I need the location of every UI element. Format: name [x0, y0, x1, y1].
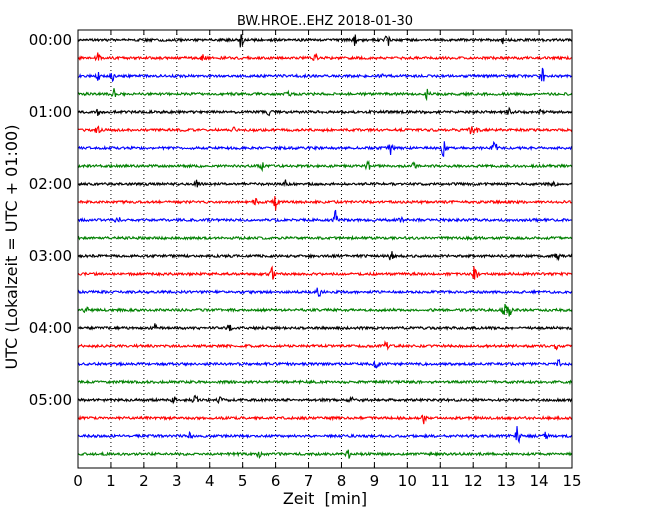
trace-0300 — [77, 251, 573, 262]
y-tick-label: 04:00 — [29, 319, 72, 337]
x-tick-label: 11 — [431, 472, 450, 490]
trace-0030 — [77, 67, 573, 83]
trace-0015 — [77, 52, 573, 62]
x-tick-label: 13 — [497, 472, 516, 490]
trace-0345 — [77, 303, 573, 317]
trace-0400 — [77, 323, 573, 332]
trace-0145 — [77, 159, 573, 173]
trace-0515 — [77, 414, 573, 425]
y-tick-label: 01:00 — [29, 103, 72, 121]
x-tick-label: 15 — [562, 472, 581, 490]
trace-0115 — [77, 125, 573, 135]
x-tick-label: 14 — [530, 472, 549, 490]
trace-0000 — [77, 34, 573, 48]
x-tick-label: 4 — [205, 472, 215, 490]
plot-area — [78, 30, 572, 468]
trace-0245 — [77, 234, 573, 242]
plot-frame — [77, 29, 573, 469]
x-tick-label: 1 — [106, 472, 116, 490]
y-tick-label: 05:00 — [29, 391, 72, 409]
x-tick-label: 2 — [139, 472, 149, 490]
chart-title: BW.HROE..EHZ 2018-01-30 — [237, 14, 413, 29]
x-tick-label: 8 — [337, 472, 347, 490]
x-tick-label: 0 — [73, 472, 83, 490]
trace-0430 — [77, 358, 573, 369]
x-tick-label: 7 — [304, 472, 314, 490]
x-tick-label: 12 — [464, 472, 483, 490]
trace-0330 — [77, 287, 573, 297]
y-tick-label: 02:00 — [29, 175, 72, 193]
trace-0415 — [77, 340, 573, 351]
y-axis-ticks: 00:00 01:00 02:00 03:00 04:00 05:00 — [29, 31, 83, 409]
x-tick-label: 3 — [172, 472, 182, 490]
trace-0130 — [77, 140, 573, 158]
trace-0200 — [77, 179, 573, 188]
x-tick-label: 5 — [238, 472, 248, 490]
trace-lines — [77, 34, 573, 460]
trace-0230 — [77, 209, 573, 224]
trace-0545 — [77, 449, 573, 460]
y-tick-label: 03:00 — [29, 247, 72, 265]
x-axis-ticks: 0 1 2 3 4 5 6 7 8 9 10 11 12 13 14 15 — [73, 30, 582, 490]
x-tick-label: 10 — [398, 472, 417, 490]
trace-0315 — [77, 265, 573, 280]
y-tick-label: 00:00 — [29, 31, 72, 49]
x-tick-label: 9 — [370, 472, 380, 490]
trace-0100 — [77, 106, 573, 117]
trace-0215 — [77, 196, 573, 211]
trace-0500 — [77, 394, 573, 405]
x-tick-label: 6 — [271, 472, 281, 490]
trace-0445 — [77, 379, 573, 386]
x-axis-label: Zeit [min] — [283, 489, 367, 508]
y-axis-label: UTC (Lokalzeit = UTC + 01:00) — [2, 125, 21, 370]
trace-0045 — [77, 88, 573, 102]
trace-0530 — [77, 426, 573, 445]
